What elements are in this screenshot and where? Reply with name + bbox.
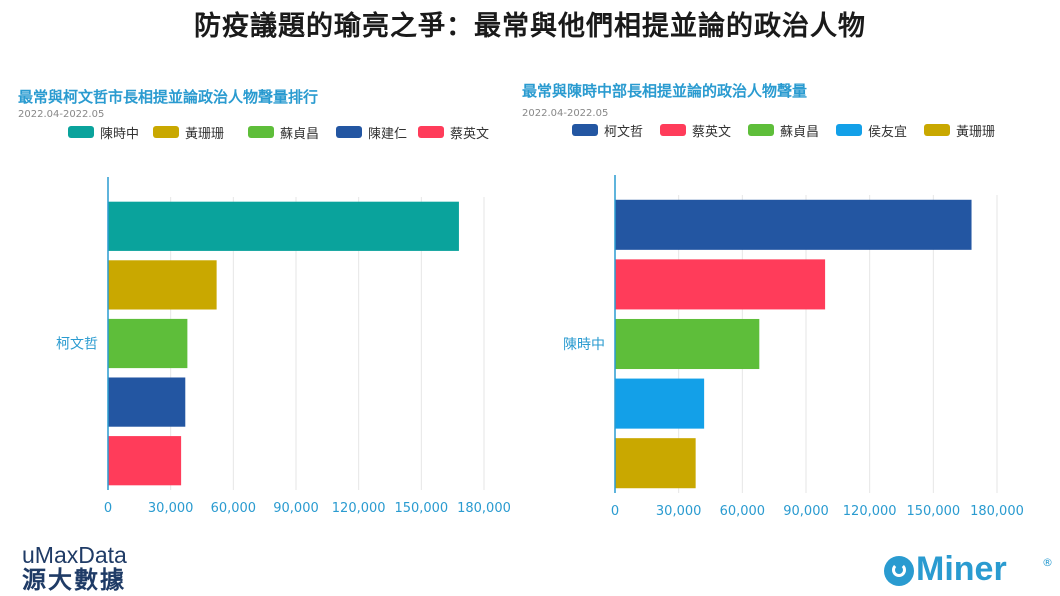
bar [615,259,826,310]
chart-panel-left: 最常與柯文哲市長相提並論政治人物聲量排行 2022.04-2022.05 陳時中… [18,88,511,516]
bar [108,436,182,486]
legend-label: 蘇貞昌 [780,125,820,140]
bar [108,318,188,369]
x-tick-label: 180,000 [457,501,511,516]
x-tick-label: 120,000 [843,504,897,519]
uminer-mark-icon [884,556,914,586]
chart-title: 最常與柯文哲市長相提並論政治人物聲量排行 [18,88,319,106]
x-tick-label: 120,000 [332,501,386,516]
legend-swatch [572,124,598,136]
chart-legend: 柯文哲 蔡英文 蘇貞昌 侯友宜 黃珊珊 [572,120,1042,140]
y-category-label: 陳時中 [563,337,605,353]
x-tick-label: 60,000 [720,504,766,519]
chart-svg: 0 30,000 60,000 90,000 120,000 150,000 180,000… [563,175,1024,519]
bar [615,378,705,429]
chart-panel-right: 最常與陳時中部長相提並論的政治人物聲量 2022.04-2022.05 柯文哲 … [510,0,1060,596]
chart-legend: 陳時中 黃珊珊 蘇貞昌 陳建仁 蔡英文 [68,122,508,142]
legend-label: 陳建仁 [368,127,408,142]
page-title: 防疫議題的瑜亮之爭：最常與他們相提並論的政治人物 [194,11,866,42]
legend-swatch [248,126,274,138]
x-tick-label: 60,000 [211,501,257,516]
legend-swatch [748,124,774,136]
x-tick-label: 30,000 [656,504,702,519]
legend-swatch [153,126,179,138]
legend-label: 蔡英文 [450,127,490,142]
logo-text-en: uMaxData [22,542,127,568]
x-tick-label: 30,000 [148,501,194,516]
bar [108,260,217,310]
legend-label: 黃珊珊 [956,125,996,140]
legend-label: 侯友宜 [868,125,908,140]
logo-text-zh: 源大數據 [22,566,126,594]
plot-area: 0 30,000 60,000 90,000 120,000 150,000 180,000… [56,177,511,516]
legend-swatch [660,124,686,136]
legend-label: 黃珊珊 [185,127,225,142]
x-tick-label: 150,000 [394,501,448,516]
legend-swatch [924,124,950,136]
legend-swatch [418,126,444,138]
chart-title: 最常與陳時中部長相提並論的政治人物聲量 [522,82,808,100]
x-tick-label: 180,000 [970,504,1024,519]
legend-label: 柯文哲 [604,125,644,140]
logo-text: Miner [916,550,1007,588]
legend-label: 陳時中 [100,127,140,142]
bar [615,318,760,370]
legend-label: 蘇貞昌 [280,127,320,142]
chart-svg: 0 30,000 60,000 90,000 120,000 150,000 180,000… [56,177,511,516]
x-tick-label: 90,000 [783,504,829,519]
bar [108,377,186,427]
plot-area: 0 30,000 60,000 90,000 120,000 150,000 180,000… [510,0,1060,596]
x-tick-label: 0 [611,504,619,519]
bar [615,438,696,489]
legend-label: 蔡英文 [692,125,732,140]
chart-subtitle: 2022.04-2022.05 [522,108,609,119]
bar [108,201,459,251]
legend-swatch [68,126,94,138]
x-tick-label: 0 [104,501,112,516]
bar [615,199,972,250]
umaxdata-logo: uMaxData 源大數據 [22,543,127,593]
uminer-logo: Miner ® [884,550,1054,592]
legend-swatch [336,126,362,138]
legend-swatch [836,124,862,136]
chart-subtitle: 2022.04-2022.05 [18,109,105,120]
x-tick-label: 90,000 [273,501,319,516]
y-category-label: 柯文哲 [56,337,98,353]
x-tick-label: 150,000 [906,504,960,519]
registered-mark: ® [1042,556,1053,569]
